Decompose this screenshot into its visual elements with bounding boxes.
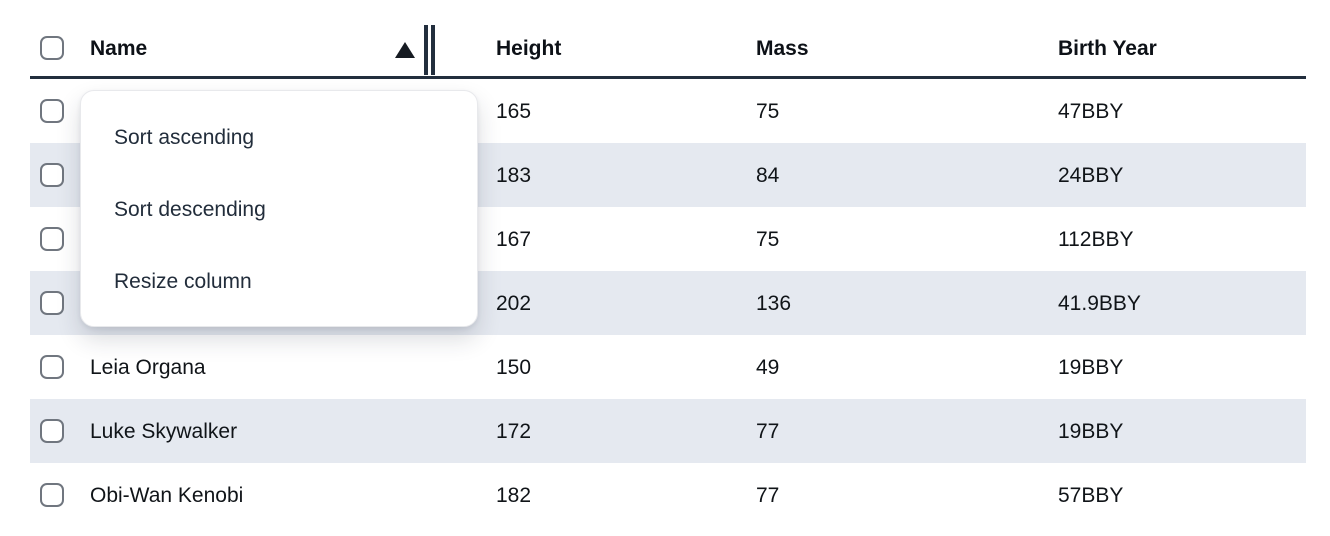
cell-mass: 75 — [756, 227, 780, 251]
table-row[interactable]: Leia Organa 150 49 19BBY — [30, 335, 1306, 399]
cell-birth-year: 57BBY — [1058, 483, 1124, 507]
cell-name: Leia Organa — [90, 355, 206, 379]
column-header-name[interactable]: Name — [90, 36, 148, 60]
cell-mass: 84 — [756, 163, 780, 187]
row-select-cell — [30, 163, 90, 187]
menu-item-sort-descending[interactable]: Sort descending — [114, 198, 266, 221]
cell-birth-year: 112BBY — [1058, 227, 1134, 251]
row-select-cell — [30, 483, 90, 507]
cell-birth-year: 19BBY — [1058, 355, 1124, 379]
cell-mass: 75 — [756, 99, 780, 123]
cell-birth-year: 47BBY — [1058, 99, 1124, 123]
cell-birth-year: 24BBY — [1058, 163, 1124, 187]
column-header-height[interactable]: Height — [496, 36, 562, 60]
row-checkbox[interactable] — [40, 291, 64, 315]
menu-item-resize-column[interactable]: Resize column — [114, 270, 252, 293]
row-select-cell — [30, 99, 90, 123]
resize-bar-right — [431, 25, 435, 75]
select-all-cell — [30, 36, 90, 60]
select-all-checkbox[interactable] — [40, 36, 64, 60]
cell-height: 150 — [496, 355, 532, 379]
column-context-menu: Sort ascending Sort descending Resize co… — [80, 90, 478, 327]
row-select-cell — [30, 419, 90, 443]
row-checkbox[interactable] — [40, 227, 64, 251]
cell-mass: 77 — [756, 419, 780, 443]
row-select-cell — [30, 291, 90, 315]
cell-name: Obi-Wan Kenobi — [90, 483, 244, 507]
cell-height: 165 — [496, 99, 532, 123]
row-checkbox[interactable] — [40, 99, 64, 123]
cell-name: Luke Skywalker — [90, 419, 238, 443]
sort-ascending-icon — [395, 42, 415, 58]
row-checkbox[interactable] — [40, 483, 64, 507]
table-row[interactable]: Luke Skywalker 172 77 19BBY — [30, 399, 1306, 463]
cell-mass: 77 — [756, 483, 780, 507]
cell-mass: 49 — [756, 355, 780, 379]
menu-item-sort-ascending[interactable]: Sort ascending — [114, 126, 255, 149]
column-resize-handle-icon[interactable] — [424, 25, 435, 75]
cell-birth-year: 19BBY — [1058, 419, 1124, 443]
cell-height: 202 — [496, 291, 532, 315]
cell-birth-year: 41.9BBY — [1058, 291, 1141, 315]
cell-height: 182 — [496, 483, 532, 507]
column-header-mass[interactable]: Mass — [756, 36, 809, 60]
table-row[interactable]: Obi-Wan Kenobi 182 77 57BBY — [30, 463, 1306, 507]
cell-mass: 136 — [756, 291, 792, 315]
row-checkbox[interactable] — [40, 419, 64, 443]
column-header-birth-year[interactable]: Birth Year — [1058, 36, 1157, 60]
cell-height: 183 — [496, 163, 532, 187]
resize-bar-left — [424, 25, 428, 75]
table-header-row: Name Height Mass Birth Year — [30, 20, 1306, 79]
row-checkbox[interactable] — [40, 355, 64, 379]
cell-height: 167 — [496, 227, 532, 251]
cell-height: 172 — [496, 419, 532, 443]
row-checkbox[interactable] — [40, 163, 64, 187]
row-select-cell — [30, 227, 90, 251]
row-select-cell — [30, 355, 90, 379]
